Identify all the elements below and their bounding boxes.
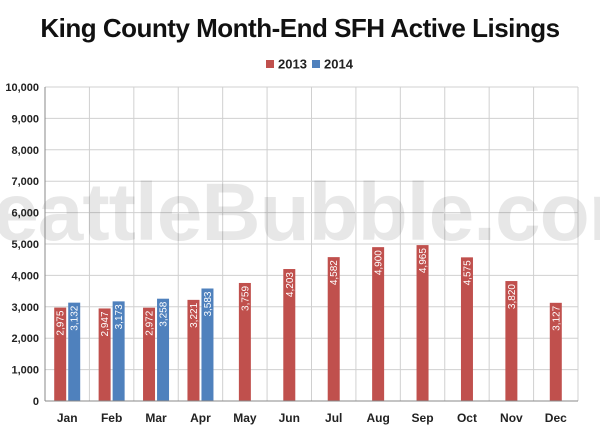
- x-tick-label: May: [233, 411, 257, 425]
- y-tick-label: 5,000: [11, 239, 39, 251]
- data-label: 3,759: [240, 286, 251, 311]
- legend-label: 2014: [324, 57, 354, 72]
- bar-2014: [68, 302, 81, 401]
- data-label: 3,820: [507, 284, 518, 309]
- watermark: SeattleBubble.com: [0, 167, 600, 258]
- y-tick-label: 7,000: [11, 176, 39, 188]
- bar-2013: [372, 247, 385, 401]
- data-label: 3,173: [114, 304, 125, 329]
- bar-2013: [416, 245, 429, 401]
- bars: 2,975 2,947 2,972 3,221 3,759 4,203 4,582 4,900…: [54, 245, 562, 401]
- x-tick-label: Jun: [279, 411, 300, 425]
- bar-2013: [460, 257, 473, 401]
- y-tick-label: 3,000: [11, 302, 39, 314]
- bar-2013: [549, 302, 562, 401]
- data-label: 3,583: [203, 291, 214, 316]
- legend-label: 2013: [278, 57, 307, 72]
- bar-2013: [327, 257, 340, 401]
- x-tick-label: Dec: [545, 411, 567, 425]
- bar-2013: [187, 299, 200, 401]
- data-label: 3,127: [551, 305, 562, 330]
- legend: 2013 2014: [266, 57, 354, 72]
- y-tick-label: 9,000: [11, 113, 39, 125]
- x-tick-label: Sep: [412, 411, 434, 425]
- data-label: 4,582: [329, 260, 340, 285]
- x-tick-label: Jul: [325, 411, 342, 425]
- x-tick-label: Mar: [145, 411, 167, 425]
- data-label: 4,965: [418, 248, 429, 273]
- bar-2013: [143, 307, 156, 401]
- bar-2014: [201, 288, 214, 401]
- legend-swatch: [312, 60, 320, 68]
- bar-2013: [238, 282, 251, 401]
- y-tick-label: 1,000: [11, 365, 39, 377]
- x-tick-label: Jan: [57, 411, 78, 425]
- data-label: 4,575: [462, 260, 473, 285]
- bar-2014: [112, 301, 125, 401]
- bar-2013: [98, 308, 111, 401]
- y-tick-label: 10,000: [5, 82, 39, 94]
- bar-2013: [54, 307, 67, 401]
- data-label: 2,972: [145, 310, 156, 335]
- data-label: 4,203: [285, 272, 296, 297]
- y-tick-label: 2,000: [11, 333, 39, 345]
- y-tick-label: 0: [33, 396, 39, 408]
- x-tick-label: Oct: [457, 411, 477, 425]
- data-label: 4,900: [374, 250, 385, 275]
- axes: 0 1,000 2,000 3,000 4,000 5,000 6,000 7,000 8,00…: [5, 82, 578, 425]
- chart-title: King County Month-End SFH Active Lisings: [40, 13, 559, 43]
- data-label: 2,947: [100, 311, 111, 336]
- legend-swatch: [266, 60, 274, 68]
- data-label: 3,132: [70, 305, 81, 330]
- data-label: 3,221: [189, 302, 200, 327]
- y-tick-label: 8,000: [11, 145, 39, 157]
- bar-2013: [283, 269, 296, 401]
- x-tick-label: Nov: [500, 411, 523, 425]
- x-tick-label: Apr: [190, 411, 211, 425]
- y-tick-label: 4,000: [11, 270, 39, 282]
- y-tick-label: 6,000: [11, 208, 39, 220]
- x-tick-label: Feb: [101, 411, 122, 425]
- bar-2013: [505, 281, 518, 401]
- data-label: 2,975: [56, 310, 67, 335]
- data-label: 3,258: [159, 301, 170, 326]
- x-tick-label: Aug: [366, 411, 389, 425]
- bar-2014: [157, 298, 170, 401]
